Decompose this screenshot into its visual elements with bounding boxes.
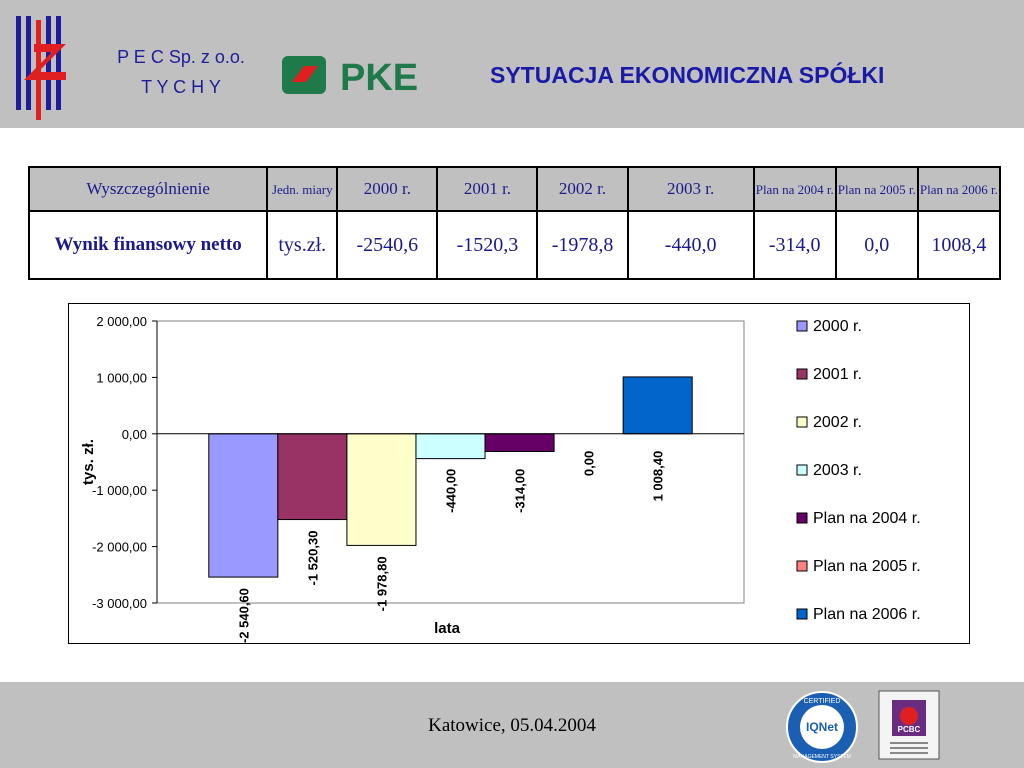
table-cell: -314,0	[752, 210, 837, 280]
legend-swatch	[796, 608, 808, 620]
bar	[208, 433, 279, 578]
table-header-cell: 2002 r.	[536, 166, 629, 212]
chart-frame: 2 000,00 1 000,00 0,00 -1 000,00 -2 000,00 -3…	[68, 303, 970, 644]
company-name-line2: T Y C H Y	[141, 77, 221, 97]
table-header-cell: 2003 r.	[626, 166, 755, 212]
data-label: -314,00	[513, 469, 528, 513]
table-cell: 0,0	[834, 210, 919, 280]
table-header-cell: Wyszczególnienie	[27, 166, 269, 212]
table-cell: -1978,8	[536, 210, 629, 280]
cert1-center-text: IQNet	[806, 720, 838, 734]
pec-logo	[16, 16, 66, 120]
legend-entry: Plan na 2004 r.	[813, 510, 921, 527]
table-header-row: Wyszczególnienie Jedn. miary 2000 r. 200…	[27, 166, 1002, 212]
legend-swatch	[796, 320, 808, 332]
legend-entry: Plan na 2006 r.	[813, 606, 921, 623]
table-cell: -2540,6	[336, 210, 439, 280]
table-header-cell: Plan na 2005 r.	[834, 166, 919, 212]
table-row-name: Wynik finansowy netto	[27, 210, 269, 280]
y-tick-label: -3 000,00	[92, 596, 147, 611]
y-tick-label: -1 000,00	[92, 483, 147, 498]
table-header-cell: Jedn. miary	[266, 166, 339, 212]
data-label: 1 008,40	[651, 451, 666, 502]
table-header-cell: 2001 r.	[436, 166, 539, 212]
pcbc-certificate-icon: PCBC	[878, 690, 940, 760]
cert2-center-text: PCBC	[898, 725, 921, 734]
cert1-bottom-text: MANAGEMENT SYSTEM	[793, 754, 851, 760]
cert1-top-text: CERTIFIED	[804, 698, 841, 705]
legend-swatch	[796, 416, 808, 428]
data-label: -1 978,80	[374, 556, 389, 611]
pke-logo-text: PKE	[340, 57, 418, 98]
legend-swatch	[796, 464, 808, 476]
company-name: P E C Sp. z o.o. T Y C H Y	[86, 42, 276, 102]
table-cell: 1008,4	[916, 210, 1002, 280]
bar	[415, 433, 486, 460]
bar	[277, 433, 348, 521]
company-name-line1: P E C Sp. z o.o.	[117, 47, 245, 67]
iqnet-certificate-icon: CERTIFIED IQNet MANAGEMENT SYSTEM	[786, 691, 858, 763]
bar	[622, 376, 693, 435]
y-axis-label: tys. zł.	[80, 439, 97, 485]
data-label: 0,00	[582, 451, 597, 476]
table-header-cell: Plan na 2004 r.	[752, 166, 837, 212]
legend-entry: Plan na 2005 r.	[813, 558, 921, 575]
table-header-cell: 2000 r.	[336, 166, 439, 212]
table-row-unit: tys.zł.	[266, 210, 339, 280]
bar	[346, 433, 417, 546]
bar-chart: 2 000,00 1 000,00 0,00 -1 000,00 -2 000,00 -3…	[80, 314, 921, 643]
page-title: SYTUACJA EKONOMICZNA SPÓŁKI	[490, 62, 885, 88]
data-label: -440,00	[444, 469, 459, 513]
header-bar	[0, 0, 1024, 128]
pke-logo: PKE	[282, 56, 418, 98]
y-tick-label: 0,00	[122, 427, 147, 442]
legend-swatch	[796, 368, 808, 380]
bar	[484, 433, 555, 453]
y-tick-label: -2 000,00	[92, 540, 147, 555]
legend-entry: 2001 r.	[813, 366, 862, 383]
legend-entry: 2003 r.	[813, 462, 862, 479]
x-axis-label: lata	[434, 620, 461, 637]
table-cell: -440,0	[626, 210, 755, 280]
data-label: -2 540,60	[236, 588, 251, 643]
legend-entry: 2000 r.	[813, 318, 862, 335]
legend-swatch	[796, 512, 808, 524]
y-tick-label: 1 000,00	[96, 370, 147, 385]
table-header-cell: Plan na 2006 r.	[916, 166, 1002, 212]
legend-entry: 2002 r.	[813, 414, 862, 431]
results-table: Wyszczególnienie Jedn. miary 2000 r. 200…	[27, 166, 1002, 280]
data-label: -1 520,30	[305, 531, 320, 586]
legend-swatch	[796, 560, 808, 572]
y-tick-label: 2 000,00	[96, 314, 147, 329]
table-row: Wynik finansowy netto tys.zł. -2540,6 -1…	[27, 210, 1002, 280]
place-date: Katowice, 05.04.2004	[428, 715, 596, 736]
table-cell: -1520,3	[436, 210, 539, 280]
